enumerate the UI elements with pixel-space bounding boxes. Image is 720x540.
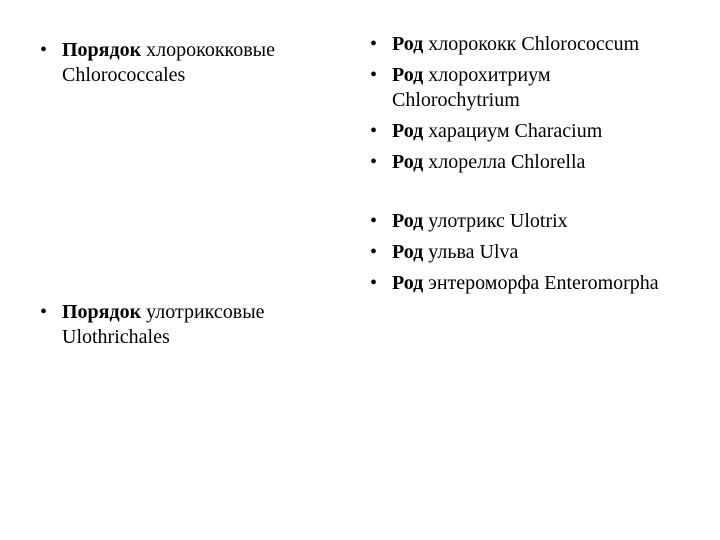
- genus-text: хлорелла Chlorella: [423, 151, 585, 173]
- genus-prefix: Род: [392, 151, 423, 173]
- slide-container: Порядок хлорококковые Chlorococcales Пор…: [40, 32, 680, 508]
- list-item: Род ульва Ulva: [370, 240, 680, 265]
- genus-text: ульва Ulva: [423, 241, 518, 263]
- right-column: Род хлорококк Chlorococcum Род хлорохитр…: [370, 32, 680, 508]
- genus-text: харациум Characium: [423, 120, 602, 142]
- genus-prefix: Род: [392, 33, 423, 55]
- list-item: Порядок хлорококковые Chlorococcales: [40, 38, 350, 88]
- genus-text: энтероморфа Enteromorpha: [423, 272, 658, 294]
- genus-list-bottom: Род улотрикс Ulotrix Род ульва Ulva Род …: [370, 209, 680, 302]
- genus-prefix: Род: [392, 120, 423, 142]
- genus-text: улотрикс Ulotrix: [423, 210, 567, 232]
- genus-prefix: Род: [392, 210, 423, 232]
- list-item: Род хлорелла Chlorella: [370, 150, 680, 175]
- left-column: Порядок хлорококковые Chlorococcales Пор…: [40, 32, 350, 508]
- genus-prefix: Род: [392, 64, 423, 86]
- genus-prefix: Род: [392, 241, 423, 263]
- list-item: Род энтероморфа Enteromorpha: [370, 271, 680, 296]
- list-item: Род харациум Characium: [370, 119, 680, 144]
- list-item: Род улотрикс Ulotrix: [370, 209, 680, 234]
- list-item: Род хлорохитриум Chlorochytrium: [370, 63, 680, 113]
- genus-list-top: Род хлорококк Chlorococcum Род хлорохитр…: [370, 32, 680, 181]
- order-prefix: Порядок: [62, 301, 141, 323]
- genus-prefix: Род: [392, 272, 423, 294]
- order-list-top: Порядок хлорококковые Chlorococcales: [40, 38, 350, 94]
- list-item: Род хлорококк Chlorococcum: [370, 32, 680, 57]
- list-item: Порядок улотриксовые Ulothrichales: [40, 300, 350, 350]
- left-spacer: [40, 94, 350, 300]
- order-prefix: Порядок: [62, 39, 141, 61]
- genus-text: хлорококк Chlorococcum: [423, 33, 639, 55]
- order-list-bottom: Порядок улотриксовые Ulothrichales: [40, 300, 350, 356]
